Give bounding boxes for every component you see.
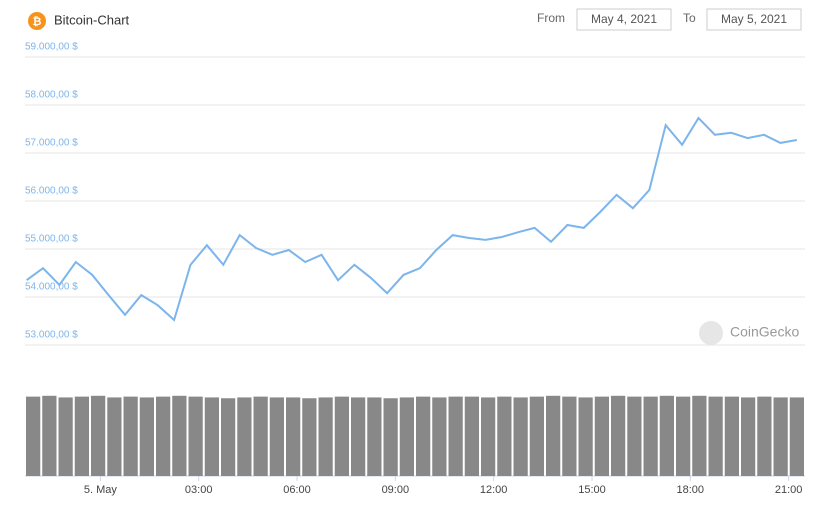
y-tick-label: 57.000,00 $ — [25, 138, 78, 149]
volume-bar — [26, 396, 41, 476]
y-tick-label: 54.000,00 $ — [25, 282, 78, 293]
to-date[interactable]: May 5, 2021 — [721, 12, 787, 26]
volume-bar — [42, 395, 57, 476]
volume-bar — [237, 397, 252, 476]
volume-bar — [562, 396, 577, 476]
y-tick-label: 55.000,00 $ — [25, 234, 78, 245]
volume-bar — [659, 395, 674, 476]
volume-bar — [318, 397, 333, 476]
volume-bar — [546, 395, 561, 476]
volume-bar — [643, 396, 658, 476]
volume-bar — [399, 397, 414, 476]
volume-bar — [156, 396, 171, 476]
volume-bar — [139, 397, 154, 476]
from-label: From — [537, 11, 565, 25]
from-date[interactable]: May 4, 2021 — [591, 12, 657, 26]
x-tick-label: 15:00 — [578, 484, 606, 496]
volume-bar — [513, 397, 528, 476]
volume-bar — [611, 395, 626, 476]
volume-bar — [529, 396, 544, 476]
bitcoin-icon — [28, 12, 46, 30]
volume-bar — [302, 398, 317, 476]
y-tick-label: 58.000,00 $ — [25, 90, 78, 101]
volume-bar — [253, 396, 268, 476]
volume-bar — [204, 397, 219, 476]
plot-area: 53.000,00 $ 54.000,00 $ 55.000,00 $ 56.000,… — [25, 42, 805, 496]
volume-bar — [74, 396, 89, 476]
volume-bar — [578, 397, 593, 476]
coingecko-logo — [699, 321, 723, 345]
y-tick-label: 59.000,00 $ — [25, 42, 78, 53]
watermark: CoinGecko — [730, 324, 799, 340]
volume-bar — [172, 395, 187, 476]
x-tick-label: 18:00 — [677, 484, 705, 496]
volume-bar — [627, 396, 642, 476]
x-tick-label: 03:00 — [185, 484, 213, 496]
volume-bar — [789, 397, 804, 476]
widget-title: Bitcoin-Chart — [54, 12, 130, 27]
volume-bar — [432, 397, 447, 476]
volume-bar — [269, 397, 284, 476]
volume-bar — [416, 396, 431, 476]
volume-bar — [481, 397, 496, 476]
y-tick-label: 53.000,00 $ — [25, 330, 78, 341]
volume-bar — [594, 396, 609, 476]
volume-bar — [757, 396, 772, 476]
x-tick-label: 09:00 — [382, 484, 410, 496]
to-label: To — [683, 11, 696, 25]
volume-bar — [773, 397, 788, 476]
volume-bar — [367, 397, 382, 476]
volume-bar — [91, 395, 106, 476]
volume-bar — [107, 397, 122, 476]
volume-bar — [188, 396, 203, 476]
volume-bar — [286, 397, 301, 476]
y-tick-label: 56.000,00 $ — [25, 186, 78, 197]
price-line — [26, 116, 797, 322]
volume-bar — [464, 396, 479, 476]
volume-bar — [58, 397, 73, 476]
volume-bar — [334, 396, 349, 476]
bitcoin-symbol: ₿ — [33, 16, 42, 28]
volume-bar — [221, 398, 236, 476]
x-tick-label: 5. May — [84, 484, 118, 496]
volume-bar — [708, 396, 723, 476]
from-input[interactable] — [576, 8, 672, 31]
volume-bar — [692, 395, 707, 476]
volume-bar — [383, 398, 398, 476]
x-tick-label: 06:00 — [283, 484, 311, 496]
volume-bar — [724, 396, 739, 476]
volume-bar — [351, 397, 366, 476]
volume-bar — [497, 396, 512, 476]
volume-bar — [123, 396, 138, 476]
volume-bar — [676, 396, 691, 476]
x-tick-label: 21:00 — [775, 484, 803, 496]
to-input[interactable] — [706, 8, 802, 31]
volume-bar — [741, 397, 756, 476]
x-tick-label: 12:00 — [480, 484, 508, 496]
volume-bar — [448, 396, 463, 476]
